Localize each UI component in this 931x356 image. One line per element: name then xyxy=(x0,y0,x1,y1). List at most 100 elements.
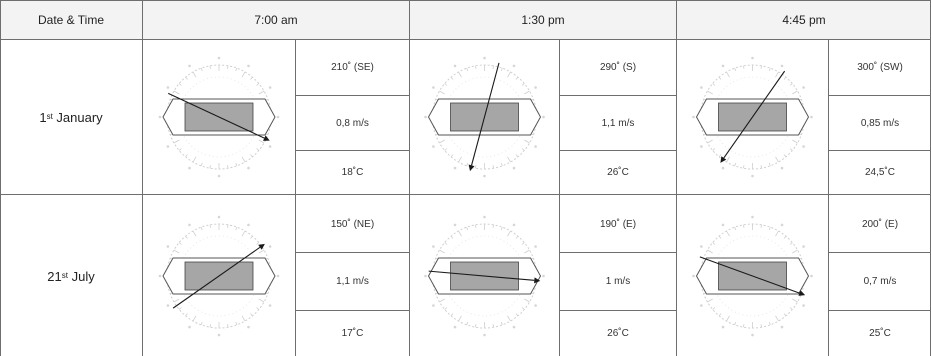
wind-rose-plot xyxy=(677,196,828,356)
grid-line xyxy=(0,39,931,40)
compass-tick xyxy=(475,324,477,328)
month-name: July xyxy=(67,268,95,284)
compass-tick xyxy=(507,315,511,322)
grid-line xyxy=(828,310,931,311)
compass-marker xyxy=(247,64,250,68)
compass-tick xyxy=(439,139,445,144)
compass-tick xyxy=(718,76,722,80)
compass-marker xyxy=(700,86,703,89)
compass-tick xyxy=(521,307,525,310)
compass-marker xyxy=(534,86,537,89)
compass-tick xyxy=(458,315,462,322)
temperature-value: 25˚C xyxy=(869,328,891,339)
compass-tick xyxy=(783,235,787,239)
compass-tick xyxy=(250,76,253,80)
compass-marker xyxy=(453,325,457,329)
wind-arrow-head xyxy=(468,164,475,172)
compass-tick xyxy=(250,154,253,158)
compass-marker xyxy=(247,223,250,227)
compass-tick xyxy=(227,165,229,169)
compass-tick xyxy=(760,165,762,169)
compass-tick xyxy=(466,321,469,326)
grid-line xyxy=(296,252,410,253)
compass-tick xyxy=(712,242,716,245)
compass-marker xyxy=(512,166,516,170)
compass-tick xyxy=(789,83,793,86)
compass-tick xyxy=(439,298,445,303)
compass-marker xyxy=(268,245,272,248)
header-date-time: Date & Time xyxy=(37,12,105,27)
compass-tick xyxy=(726,156,730,163)
compass-marker xyxy=(721,64,725,68)
compass-marker xyxy=(751,215,754,219)
compass-tick xyxy=(444,83,448,86)
grid-line xyxy=(676,0,677,356)
wind-rose-plot xyxy=(410,40,559,194)
day-number: 1 xyxy=(39,109,47,125)
header-time-3: 4:45 pm xyxy=(782,12,826,27)
compass-marker xyxy=(751,56,754,60)
compass-tick xyxy=(492,165,494,169)
compass-tick xyxy=(192,156,197,163)
compass-marker xyxy=(780,223,784,227)
speed-value: 0,85 m/s xyxy=(860,117,900,129)
compass-tick xyxy=(734,321,737,326)
compass-marker xyxy=(700,245,703,248)
compass-tick xyxy=(760,324,762,328)
compass-tick xyxy=(524,90,530,95)
compass-marker xyxy=(424,274,427,278)
compass-tick xyxy=(256,307,260,310)
compass-marker xyxy=(432,145,435,148)
compass-tick xyxy=(241,315,246,322)
temperature-value: 24,5˚C xyxy=(864,167,895,178)
compass-tick xyxy=(521,148,525,151)
speed-value: 1 m/s xyxy=(605,276,631,287)
grid-line xyxy=(296,95,410,96)
compass-marker xyxy=(166,245,170,248)
compass-tick xyxy=(439,90,445,95)
compass-tick xyxy=(185,76,188,80)
compass-marker xyxy=(780,166,784,170)
month-name: January xyxy=(52,109,103,125)
compass-tick xyxy=(712,307,716,310)
compass-tick xyxy=(200,162,203,167)
compass-tick xyxy=(718,235,722,239)
compass-marker xyxy=(802,245,805,248)
compass-tick xyxy=(235,67,238,72)
compass-tick xyxy=(192,71,197,78)
compass-tick xyxy=(760,224,762,228)
wind-rose-plot xyxy=(143,196,295,356)
compass-tick xyxy=(444,242,448,245)
wind-arrow-line xyxy=(428,270,535,281)
compass-tick xyxy=(450,235,454,239)
compass-tick xyxy=(707,249,713,254)
compass-tick xyxy=(500,226,503,231)
wind-arrow-head xyxy=(798,290,806,296)
compass-tick xyxy=(178,148,182,151)
compass-tick xyxy=(444,307,448,310)
grid-line xyxy=(0,194,931,195)
compass-tick xyxy=(475,165,477,169)
compass-tick xyxy=(178,307,182,310)
grid-line xyxy=(559,95,677,96)
wind-arrow-head xyxy=(263,135,270,141)
compass-tick xyxy=(173,90,180,95)
compass-marker xyxy=(512,325,516,329)
compass-marker xyxy=(268,145,272,148)
compass-tick xyxy=(726,315,730,322)
compass-tick xyxy=(743,65,745,69)
speed-value: 0,7 m/s xyxy=(863,276,897,287)
compass-tick xyxy=(726,230,730,237)
compass-marker xyxy=(692,115,695,119)
compass-tick xyxy=(439,249,445,254)
compass-tick xyxy=(712,148,716,151)
compass-tick xyxy=(507,71,511,78)
compass-tick xyxy=(521,242,525,245)
compass-tick xyxy=(173,298,180,303)
compass-tick xyxy=(235,162,238,167)
direction-value: 300˚ (SW) xyxy=(857,62,903,73)
direction-value: 210˚ (SE) xyxy=(331,62,374,73)
compass-tick xyxy=(707,90,713,95)
